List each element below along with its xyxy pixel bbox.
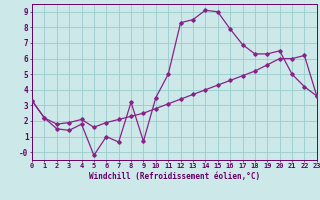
X-axis label: Windchill (Refroidissement éolien,°C): Windchill (Refroidissement éolien,°C) — [89, 172, 260, 181]
